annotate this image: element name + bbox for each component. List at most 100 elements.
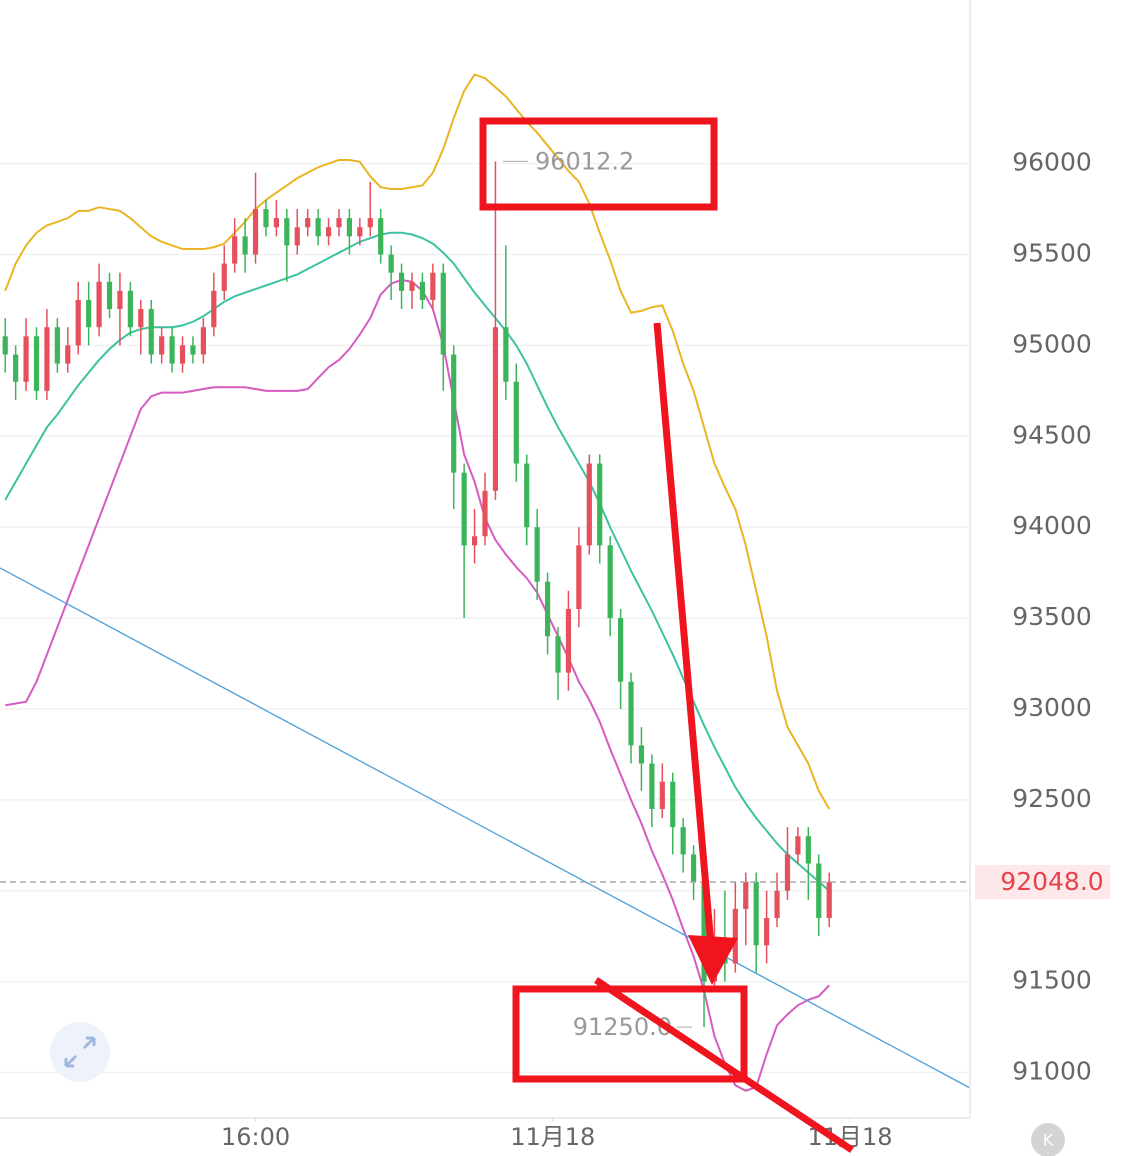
candle-body: [586, 463, 592, 546]
candle-body: [732, 908, 738, 964]
candle-body: [336, 218, 342, 228]
candle-body: [325, 227, 332, 237]
y-tick-label: 94500: [1012, 420, 1092, 449]
candle-body: [691, 854, 697, 882]
candle-body: [492, 327, 499, 491]
y-tick-label: 93000: [1012, 693, 1092, 722]
expand-button[interactable]: [50, 1022, 110, 1082]
candle-body: [33, 336, 40, 391]
candle-body: [764, 918, 770, 946]
candle-body: [753, 881, 759, 946]
candle-body: [106, 281, 113, 310]
user-drawings: [479, 117, 854, 1153]
last-price-bg: [975, 865, 1110, 900]
candle-body: [451, 354, 457, 473]
candle-body: [294, 227, 300, 246]
candle-body: [2, 336, 8, 355]
candle-body: [263, 209, 269, 228]
candle-body: [273, 218, 279, 228]
candle-body: [211, 290, 217, 328]
logo-bg: [1031, 1123, 1065, 1156]
candle-body: [305, 218, 311, 228]
y-tick-label: 94000: [1012, 511, 1092, 540]
plot-layer: [0, 73, 971, 1092]
candle-body: [430, 272, 436, 300]
candle-body: [440, 272, 446, 355]
candle-body: [461, 472, 467, 546]
candle-body: [232, 236, 238, 264]
x-tick-label: 16:00: [221, 1123, 290, 1151]
candle-body: [200, 327, 206, 355]
candle-body: [670, 781, 676, 828]
candle-body: [419, 281, 426, 300]
arrow-head: [688, 935, 738, 985]
candle-body: [221, 263, 227, 291]
candle-body: [315, 218, 321, 237]
candle-body: [638, 745, 645, 764]
y-tick-label: 92500: [1012, 784, 1092, 813]
candle-body: [576, 545, 582, 609]
candle-body: [565, 608, 572, 673]
candle-body: [649, 763, 655, 809]
high-marker-label: 96012.2: [535, 147, 634, 175]
candle-body: [680, 827, 686, 855]
highlight-box: [512, 985, 748, 1083]
candle-body: [513, 381, 519, 464]
candle-body: [378, 218, 384, 255]
candle-body: [607, 545, 613, 619]
candle-body: [534, 527, 540, 582]
candle-body: [138, 309, 144, 328]
candle-body: [617, 618, 624, 682]
logo-text: K: [1043, 1131, 1054, 1150]
candle-body: [628, 681, 634, 746]
candle-body: [242, 236, 248, 255]
last-price-label: 92048.0: [1000, 867, 1103, 896]
candle-body: [54, 327, 60, 364]
candle-body: [471, 536, 478, 546]
candle-body: [701, 881, 707, 982]
trend-line: [0, 567, 971, 1089]
candle-body: [367, 218, 373, 228]
candle-body: [659, 781, 665, 809]
button-bg: [50, 1022, 110, 1082]
band-line: [5, 278, 830, 1092]
y-tick-label: 93500: [1012, 602, 1092, 631]
band-line: [4, 73, 831, 810]
candle-body: [65, 345, 71, 364]
candle-body: [597, 463, 603, 546]
candle-body: [409, 281, 415, 291]
candle-body: [148, 309, 154, 355]
candle-body: [743, 881, 749, 909]
candle-body: [190, 345, 196, 355]
candle-body: [179, 345, 186, 364]
candle-body: [555, 636, 561, 673]
candle-body: [826, 882, 832, 919]
candle-body: [159, 336, 165, 355]
candle-body: [524, 463, 530, 528]
x-tick-label: 11月18: [510, 1123, 595, 1151]
candle-body: [357, 227, 363, 237]
y-tick-label: 91000: [1012, 1057, 1092, 1086]
candle-body: [75, 299, 81, 346]
annotation-layer: 9100091500920009250093000935009400094500…: [0, 147, 1110, 1151]
candle-body: [795, 836, 801, 855]
y-tick-label: 95000: [1012, 329, 1092, 358]
y-tick-label: 91500: [1012, 966, 1092, 995]
highlight-box: [479, 117, 718, 211]
logo-button[interactable]: K: [1031, 1123, 1065, 1156]
candle-body: [774, 890, 780, 919]
candle-body: [284, 218, 290, 246]
candle-body: [117, 290, 123, 310]
candle-body: [13, 354, 19, 382]
candle-body: [96, 281, 102, 328]
drawn-line: [594, 977, 854, 1153]
candle-body: [544, 581, 551, 637]
candle-body: [503, 327, 509, 382]
candle-body: [805, 836, 811, 864]
candle-body: [86, 299, 92, 328]
y-tick-label: 95500: [1012, 239, 1092, 268]
candle-body: [44, 327, 50, 391]
grid-layer: [0, 162, 970, 1074]
